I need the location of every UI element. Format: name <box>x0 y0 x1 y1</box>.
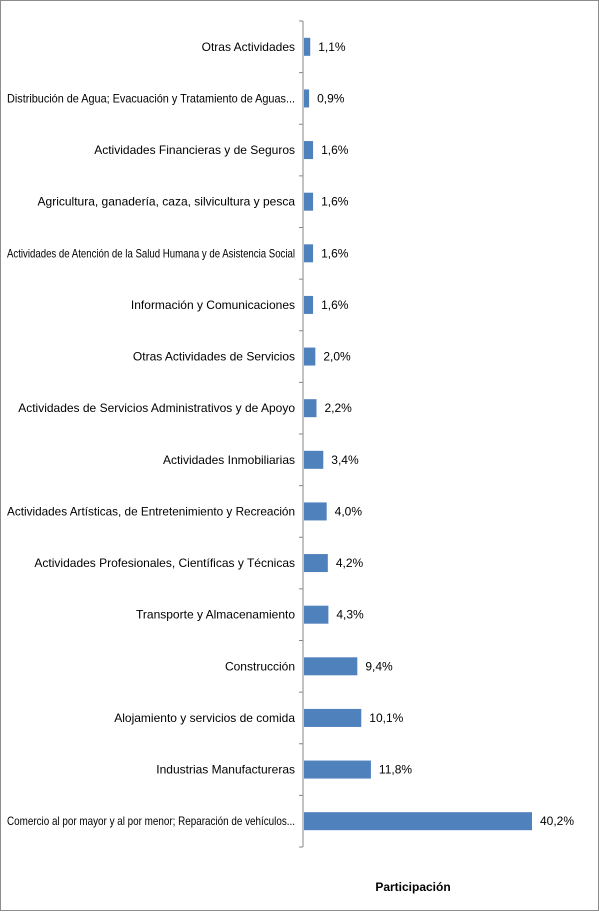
data-label: 1,6% <box>321 195 349 209</box>
axis-layer <box>299 20 304 848</box>
data-label: 40,2% <box>540 814 574 828</box>
bar <box>304 347 316 366</box>
data-label: 1,6% <box>321 298 349 312</box>
category-label: Distribución de Agua; Evacuación y Trata… <box>7 91 295 105</box>
bar <box>304 399 317 418</box>
data-label: 0,9% <box>317 91 345 105</box>
category-label: Actividades Profesionales, Científicas y… <box>34 556 295 570</box>
category-label: Otras Actividades de Servicios <box>133 350 295 364</box>
category-label: Alojamiento y servicios de comida <box>114 711 295 725</box>
labels-layer: Otras Actividades 1,1% Distribución de Agu… <box>7 40 574 828</box>
category-label: Actividades Inmobiliarias <box>163 453 295 467</box>
data-label: 1,6% <box>321 246 349 260</box>
category-label: Otras Actividades <box>202 40 295 54</box>
bar <box>304 554 328 573</box>
category-label: Actividades Artísticas, de Entretenimien… <box>7 504 295 518</box>
category-label: Transporte y Almacenamiento <box>136 608 295 622</box>
data-label: 11,8% <box>379 763 412 777</box>
category-label: Actividades de Servicios Administrativos… <box>18 401 295 415</box>
category-label: Información y Comunicaciones <box>131 298 295 312</box>
bar <box>304 760 371 779</box>
bar <box>304 657 358 676</box>
data-label: 4,0% <box>335 504 363 518</box>
data-label: 1,6% <box>321 143 349 157</box>
bar <box>304 295 314 314</box>
data-label: 10,1% <box>369 711 403 725</box>
bar <box>304 502 327 521</box>
data-label: 4,2% <box>336 556 364 570</box>
data-label: 2,2% <box>324 401 352 415</box>
x-axis-title: Participación <box>375 880 450 894</box>
category-label: Comercio al por mayor y al por menor; Re… <box>7 814 295 828</box>
category-label: Actividades Financieras y de Seguros <box>94 143 295 157</box>
data-label: 9,4% <box>365 659 393 673</box>
data-label: 3,4% <box>331 453 359 467</box>
data-label: 1,1% <box>318 40 346 54</box>
bar <box>304 812 532 831</box>
category-label: Construcción <box>225 659 295 673</box>
bar <box>304 37 311 56</box>
bar <box>304 192 314 211</box>
category-label: Actividades de Atención de la Salud Huma… <box>7 246 295 260</box>
category-label: Agricultura, ganadería, caza, silvicultu… <box>38 195 296 209</box>
category-label: Industrias Manufactureras <box>156 763 295 777</box>
data-label: 2,0% <box>323 350 351 364</box>
bar <box>304 708 362 727</box>
bar <box>304 141 314 160</box>
bar <box>304 605 329 624</box>
bar <box>304 89 310 108</box>
data-label: 4,3% <box>336 608 364 622</box>
bar <box>304 244 314 263</box>
bars-layer <box>304 37 532 831</box>
bar <box>304 450 324 469</box>
